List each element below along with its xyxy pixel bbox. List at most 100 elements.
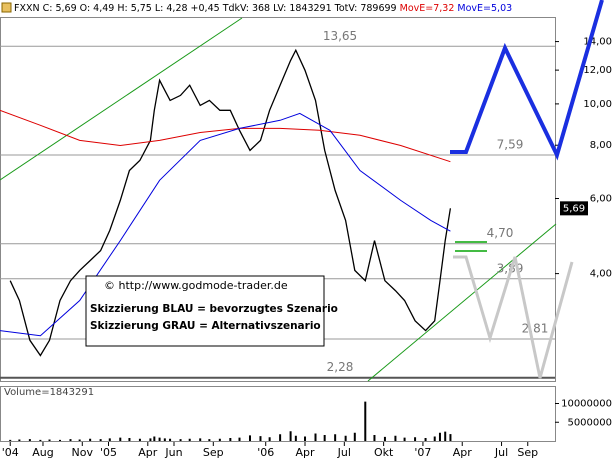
scenario-gray <box>453 255 574 379</box>
volume-bar <box>138 438 141 441</box>
x-tick-label: '04 <box>2 446 19 459</box>
x-tick-label: '05 <box>100 446 117 459</box>
price-frame <box>0 17 556 382</box>
volume-bar <box>99 439 102 441</box>
volume-bar <box>28 439 31 441</box>
y-tick-label: 4,00 <box>590 269 612 280</box>
volume-bar <box>229 438 232 441</box>
x-tick-label: '06 <box>257 446 274 459</box>
y-tick-label: 8,00 <box>590 140 612 151</box>
volume-bar <box>179 439 182 441</box>
x-tick-label: Sep <box>203 446 224 459</box>
x-tick-label: Apr <box>453 446 473 459</box>
trend-line <box>367 223 557 382</box>
volume-bar <box>304 436 307 441</box>
volume-bar <box>394 435 397 441</box>
volume-bar <box>208 439 211 441</box>
last-price-box <box>560 201 588 216</box>
volume-bar <box>444 431 447 441</box>
volume-bar <box>158 437 161 441</box>
x-tick-label: Apr <box>295 446 315 459</box>
y-tick-label: 14,00 <box>583 37 612 48</box>
scenario-blue <box>450 0 604 161</box>
volume-bar <box>289 431 292 441</box>
volume-bar <box>108 438 111 441</box>
volume-bar <box>153 436 156 441</box>
volume-bar <box>218 438 221 441</box>
volume-bar <box>383 436 386 441</box>
x-tick-label: Aug <box>32 446 53 459</box>
volume-bar <box>163 438 166 441</box>
volume-frame <box>0 386 556 442</box>
level-label: 13,65 <box>323 29 357 43</box>
volume-bar <box>424 438 427 441</box>
y-tick-label: 12,00 <box>583 65 612 76</box>
volume-bar <box>433 436 436 441</box>
volume-bar <box>268 437 271 441</box>
volume-bar <box>199 438 202 441</box>
x-tick-label: '07 <box>414 446 431 459</box>
header-text: FXXN C: 5,69 O: 4,49 H: 5,75 L: 4,28 +0,… <box>14 3 397 14</box>
volume-bar <box>259 436 262 441</box>
volume-tick-label: 5000000 <box>567 417 612 428</box>
volume-bar <box>78 439 81 441</box>
x-tick-label: Jul <box>494 446 508 459</box>
x-tick-label: Okt <box>374 446 394 459</box>
note-box <box>85 275 325 347</box>
volume-bar <box>334 434 337 441</box>
y-tick-label: 10,00 <box>583 99 612 110</box>
legend-entry: MovE=7,32 <box>400 3 455 14</box>
volume-bar <box>59 439 62 441</box>
moving-average <box>0 109 451 163</box>
note: Skizzierung BLAU = bevorzugtes Szenario <box>90 303 338 315</box>
volume-bar <box>119 437 122 441</box>
x-tick-label: Jul <box>337 446 351 459</box>
volume-bar <box>69 439 72 441</box>
x-tick-label: Sep <box>517 446 538 459</box>
volume-bar <box>238 437 241 441</box>
volume-bar <box>414 437 417 441</box>
volume-bar <box>149 438 152 441</box>
volume-bar <box>279 434 282 441</box>
volume-bar <box>9 439 12 441</box>
copyright: © http://www.godmode-trader.de <box>104 279 288 292</box>
volume-bar <box>188 438 191 441</box>
layer: 14,00 12,00 10,00 8,00 6,00 4,00 '04 Aug Nov '05 A… <box>0 29 612 459</box>
level-label: 7,59 <box>497 137 524 151</box>
x-tick-label: Apr <box>138 446 158 459</box>
volume-label: Volume=1843291 <box>4 387 94 398</box>
volume-bar <box>323 435 326 441</box>
volume-bar <box>18 439 21 441</box>
x-tick-label: Jun <box>164 446 182 459</box>
volume-bar <box>353 432 356 441</box>
trend-line <box>0 17 243 181</box>
volume-bar <box>449 434 452 441</box>
volume-bar <box>364 401 367 441</box>
volume-bar <box>89 438 92 441</box>
volume-bar <box>373 435 376 441</box>
note: Skizzierung GRAU = Alternativszenario <box>90 320 321 332</box>
legend-entry: MovE=5,03 <box>457 3 512 14</box>
volume-bar <box>128 438 131 441</box>
y-tick-label: 6,00 <box>590 194 612 205</box>
level-label: 4,70 <box>487 226 514 240</box>
level-label: 2,81 <box>522 322 549 336</box>
volume-bar <box>294 435 297 441</box>
volume-bar <box>344 435 347 441</box>
header: FXXN C: 5,69 O: 4,49 H: 5,75 L: 4,28 +0,… <box>14 3 512 14</box>
level-label: 2,28 <box>327 360 354 374</box>
volume-bar <box>438 432 441 441</box>
last-price-label: 5,69 <box>563 203 585 214</box>
volume-bar <box>314 433 317 441</box>
volume-bar <box>48 439 51 441</box>
volume-tick-label: 10000000 <box>561 399 612 410</box>
icon <box>1 2 12 13</box>
volume-bar <box>39 439 42 441</box>
price-line <box>9 48 452 357</box>
volume-bar <box>403 437 406 441</box>
volume-bar <box>248 435 251 441</box>
x-tick-label: Nov <box>72 446 94 459</box>
volume-bar <box>169 438 172 441</box>
